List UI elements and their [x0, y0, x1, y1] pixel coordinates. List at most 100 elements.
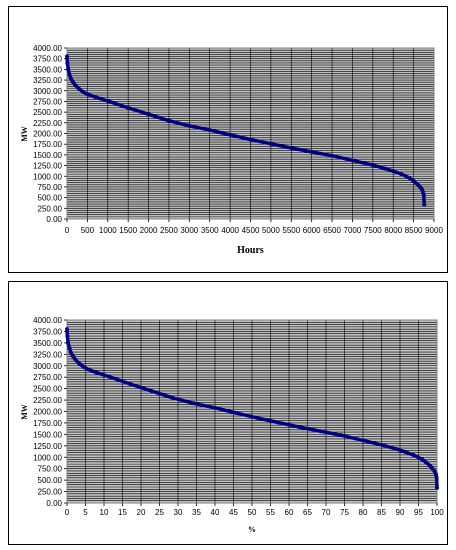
x-tick-label: 100 — [430, 508, 444, 517]
x-tick-label: 4500 — [242, 226, 260, 235]
x-tick-label: 1000 — [99, 226, 117, 235]
y-tick-label: 2000.00 — [33, 408, 62, 417]
x-tick-label: 2500 — [160, 226, 178, 235]
data-point — [66, 67, 71, 72]
x-tick-label: 40 — [211, 508, 220, 517]
data-point — [107, 374, 112, 379]
chart-panel-percent: 0.00 250.00 500.00 750.00 1000.00 1250.00 1500… — [8, 281, 448, 545]
x-tick-label: 95 — [414, 508, 423, 517]
y-tick-label: 2500.00 — [33, 108, 62, 117]
y-tick-label: 1500.00 — [33, 430, 62, 439]
data-point — [297, 425, 302, 430]
data-point — [383, 166, 388, 171]
y-tick-label: 0.00 — [46, 215, 62, 224]
y-tick-label: 500.00 — [38, 476, 63, 485]
data-point — [67, 346, 72, 351]
y-tick-label: 4000.00 — [33, 316, 62, 325]
data-point — [419, 187, 424, 192]
y-tick-label: 4000.00 — [33, 44, 62, 53]
data-point — [407, 175, 412, 180]
data-point — [73, 357, 78, 362]
x-tick-label: 3000 — [180, 226, 198, 235]
x-tick-label: 75 — [340, 508, 349, 517]
y-tick-label: 3250.00 — [33, 350, 62, 359]
data-point — [391, 169, 396, 174]
data-point — [370, 163, 375, 168]
data-point — [411, 452, 416, 457]
x-tick-label: 55 — [266, 508, 275, 517]
x-tick-label: 500 — [81, 226, 95, 235]
data-point — [86, 367, 91, 372]
data-point — [94, 370, 99, 375]
data-point — [126, 105, 131, 110]
data-point — [434, 475, 439, 480]
data-point — [402, 449, 407, 454]
x-tick-label: 90 — [396, 508, 405, 517]
data-point — [339, 433, 344, 438]
data-point — [268, 141, 273, 146]
data-point — [422, 202, 427, 207]
y-tick-label: 3250.00 — [33, 76, 62, 85]
data-point — [318, 429, 323, 434]
data-point — [65, 54, 69, 59]
x-tick-label: 5 — [83, 508, 88, 517]
data-point — [69, 76, 74, 81]
y-axis-title: MW — [20, 126, 29, 142]
x-tick-label: 50 — [248, 508, 257, 517]
x-tick-label: 15 — [118, 508, 127, 517]
x-tick-label: 30 — [174, 508, 183, 517]
y-axis-title: MW — [20, 404, 29, 420]
data-point — [234, 410, 239, 415]
data-point — [228, 132, 233, 137]
x-axis-title: % — [248, 525, 256, 534]
x-tick-label: 70 — [322, 508, 331, 517]
x-tick-label: 9000 — [425, 226, 443, 235]
y-tick-label: 2250.00 — [33, 396, 62, 405]
x-tick-label: 4000 — [221, 226, 239, 235]
y-tick-label: 1750.00 — [33, 419, 62, 428]
data-point — [146, 112, 151, 117]
y-tick-label: 1250.00 — [33, 442, 62, 451]
data-point — [170, 395, 175, 400]
x-axis-title: Hours — [237, 245, 264, 256]
data-point — [71, 80, 76, 85]
y-tick-label: 3500.00 — [33, 339, 62, 348]
x-tick-label: 6500 — [323, 226, 341, 235]
x-tick-label: 2000 — [140, 226, 158, 235]
y-tick-label: 1250.00 — [33, 162, 62, 171]
y-tick-label: 3750.00 — [33, 327, 62, 336]
data-point — [289, 146, 294, 151]
x-tick-label: 6000 — [303, 226, 321, 235]
x-tick-label: 0 — [65, 226, 70, 235]
x-tick-label: 0 — [65, 508, 70, 517]
y-tick-label: 3500.00 — [33, 65, 62, 74]
data-point — [207, 128, 212, 133]
chart-panel-hours: 0.00 250.00 500.00 750.00 1000.00 1250.00 1500… — [8, 6, 448, 273]
y-tick-label: 0.00 — [46, 499, 62, 508]
data-point — [399, 172, 404, 177]
data-point — [71, 354, 76, 359]
x-tick-label: 80 — [359, 508, 368, 517]
x-tick-label: 60 — [285, 508, 294, 517]
data-point — [65, 60, 70, 65]
y-tick-label: 2000.00 — [33, 130, 62, 139]
y-tick-label: 1000.00 — [33, 453, 62, 462]
y-tick-label: 750.00 — [38, 465, 63, 474]
x-tick-label: 1500 — [119, 226, 137, 235]
data-point — [255, 415, 260, 420]
data-point — [360, 438, 365, 443]
data-point — [149, 388, 154, 393]
y-tick-label: 2750.00 — [33, 97, 62, 106]
data-point — [248, 137, 253, 142]
x-tick-label: 3500 — [201, 226, 219, 235]
x-tick-label: 7500 — [364, 226, 382, 235]
y-tick-label: 250.00 — [38, 204, 63, 213]
y-tick-label: 3000.00 — [33, 362, 62, 371]
load-duration-chart-percent: 0.00 250.00 500.00 750.00 1000.00 1250.00 1500… — [20, 316, 444, 534]
data-point — [77, 87, 82, 92]
y-tick-label: 250.00 — [38, 488, 63, 497]
data-point — [420, 190, 425, 195]
data-point — [213, 405, 217, 410]
data-point — [69, 350, 74, 355]
y-tick-label: 500.00 — [38, 194, 63, 203]
